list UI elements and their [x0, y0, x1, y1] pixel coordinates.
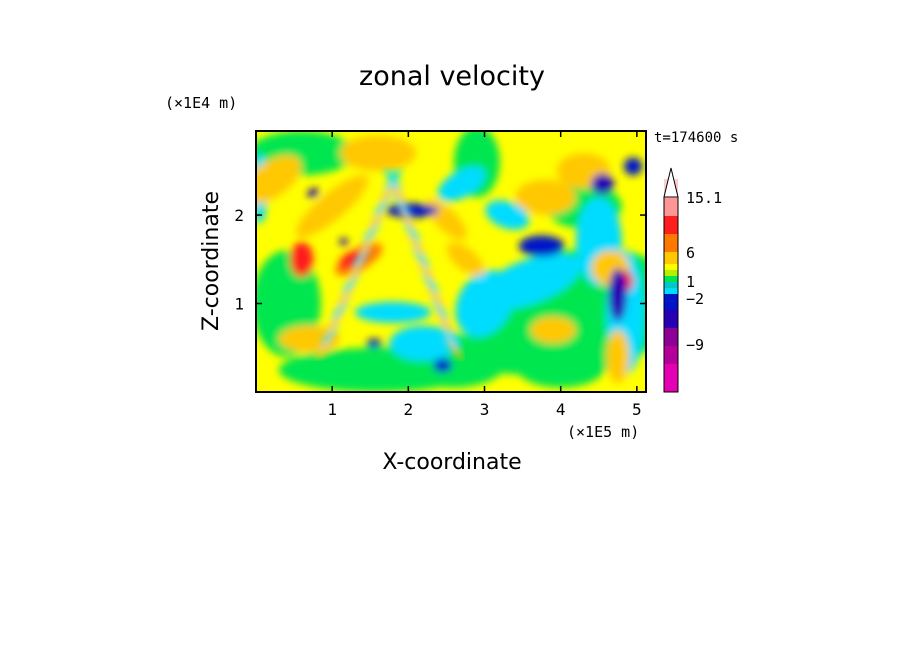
field-cell [355, 301, 432, 323]
y-axis-label: Z-coordinate [199, 191, 224, 331]
field-streak [440, 323, 458, 347]
field-streak [389, 180, 407, 205]
field-streak [422, 271, 440, 295]
colorbar-tick-label: −9 [686, 336, 704, 354]
x-axis: 1 2 3 4 5 [327, 131, 642, 419]
colorbar-swatch [664, 364, 678, 392]
x-scale-label: (×1E5 m) [567, 423, 639, 441]
chart-title: zonal velocity [359, 61, 545, 92]
colorbar-swatch [664, 234, 678, 252]
y-scale-label: (×1E4 m) [165, 94, 237, 112]
field-streak [363, 219, 381, 243]
colorbar-swatch [664, 282, 678, 288]
field-streak [342, 271, 360, 295]
field-streak [408, 232, 425, 256]
field-streak [445, 336, 463, 360]
field-cell [591, 173, 615, 195]
field-streak [374, 193, 391, 218]
field-streak [384, 168, 402, 192]
colorbar-extend-arrow [663, 167, 679, 198]
field-streak [358, 232, 376, 256]
colorbar-swatch [664, 346, 678, 364]
field-streak [321, 323, 339, 347]
colorbar [663, 167, 679, 393]
field-streak [347, 258, 365, 282]
field-streak [337, 284, 355, 308]
field-cell [485, 200, 530, 230]
field-streak [431, 297, 449, 321]
field-streak [417, 258, 435, 282]
contour-field [256, 131, 646, 392]
field-cell [514, 179, 576, 216]
field-cell [530, 316, 576, 344]
field-streak [353, 245, 370, 269]
field-cell [366, 338, 382, 348]
x-tick-label: 1 [327, 400, 337, 419]
field-streak [331, 297, 349, 321]
colorbar-swatch [664, 276, 678, 282]
field-cell [623, 157, 643, 176]
field-streak [368, 206, 386, 231]
field-cell [606, 330, 630, 384]
x-tick-label: 3 [480, 400, 490, 419]
field-cell [608, 268, 627, 322]
field-cell [338, 250, 364, 269]
field-streak [426, 284, 444, 308]
field-streak [403, 219, 421, 243]
colorbar-swatch [664, 216, 678, 234]
field-cell [433, 358, 452, 373]
y-tick-label: 1 [234, 295, 244, 314]
field-cell [339, 238, 349, 246]
colorbar-swatch [664, 288, 678, 294]
x-axis-label: X-coordinate [382, 450, 521, 475]
colorbar-swatch [664, 328, 678, 346]
x-tick-label: 2 [404, 400, 414, 419]
field-streak [316, 336, 333, 360]
field-cell [307, 188, 319, 198]
field-streak [398, 206, 416, 231]
x-tick-label: 5 [632, 400, 642, 419]
field-streak [436, 310, 454, 334]
colorbar-tick-label: −2 [686, 290, 704, 308]
field-cell [290, 241, 314, 277]
colorbar-tick-label: 6 [686, 244, 695, 262]
x-tick-label: 4 [556, 400, 566, 419]
colorbar-swatch [664, 270, 678, 276]
y-axis: 12 [234, 206, 646, 314]
colorbar-tick-label: 1 [686, 273, 695, 291]
field-streak [326, 310, 344, 334]
time-label: t=174600 s [654, 130, 738, 146]
field-cell [455, 270, 514, 337]
plot-frame [255, 130, 647, 393]
field-streak [394, 193, 411, 218]
colorbar-labels: 6 1−2 −9 [686, 244, 704, 354]
field-cell [339, 135, 416, 171]
field-cell [437, 166, 486, 202]
y-tick-label: 2 [234, 206, 244, 225]
field-cell [389, 325, 458, 362]
field-cell [296, 175, 369, 238]
field-streak [412, 245, 430, 269]
field-cell [514, 343, 607, 388]
colorbar-swatch [664, 294, 678, 310]
field-cell [518, 235, 565, 257]
field-cell [446, 242, 485, 277]
field-cell [385, 203, 439, 218]
colorbar-swatch [664, 310, 678, 328]
colorbar-swatch [664, 252, 678, 264]
colorbar-max-label: 15.1 [686, 189, 722, 207]
colorbar-swatch [664, 264, 678, 270]
colorbar-swatch [664, 198, 678, 216]
